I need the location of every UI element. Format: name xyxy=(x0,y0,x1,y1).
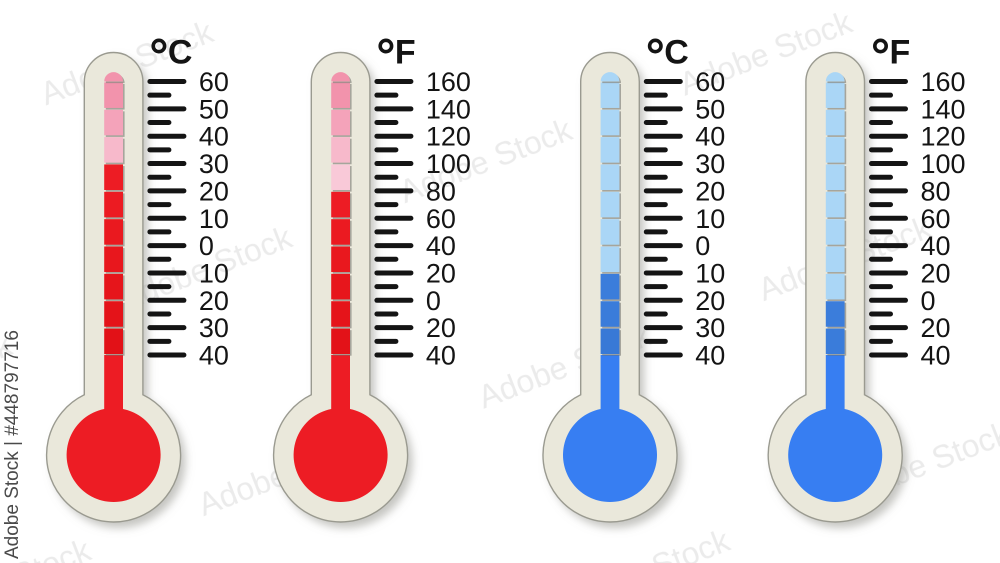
svg-text:30: 30 xyxy=(695,149,725,179)
svg-text:10: 10 xyxy=(695,258,725,288)
svg-text:100: 100 xyxy=(921,149,966,179)
svg-text:120: 120 xyxy=(426,122,471,152)
svg-text:40: 40 xyxy=(426,231,456,261)
svg-text:140: 140 xyxy=(921,94,966,124)
svg-text:20: 20 xyxy=(921,313,951,343)
svg-text:F: F xyxy=(890,34,911,72)
svg-text:40: 40 xyxy=(199,122,229,152)
svg-text:20: 20 xyxy=(695,286,725,316)
svg-text:10: 10 xyxy=(199,204,229,234)
svg-text:20: 20 xyxy=(199,176,229,206)
svg-text:C: C xyxy=(664,34,689,72)
svg-text:40: 40 xyxy=(695,341,725,371)
svg-text:40: 40 xyxy=(921,231,951,261)
svg-text:0: 0 xyxy=(426,286,441,316)
svg-text:160: 160 xyxy=(921,67,966,97)
svg-text:0: 0 xyxy=(199,231,214,261)
svg-text:Adobe Stock | #448797716: Adobe Stock | #448797716 xyxy=(2,330,23,559)
svg-text:20: 20 xyxy=(921,258,951,288)
svg-text:40: 40 xyxy=(199,341,229,371)
svg-text:50: 50 xyxy=(199,94,229,124)
svg-text:60: 60 xyxy=(199,67,229,97)
svg-text:30: 30 xyxy=(199,313,229,343)
svg-text:30: 30 xyxy=(695,313,725,343)
svg-text:30: 30 xyxy=(199,149,229,179)
svg-text:60: 60 xyxy=(921,204,951,234)
svg-text:50: 50 xyxy=(695,94,725,124)
svg-text:140: 140 xyxy=(426,94,471,124)
svg-text:40: 40 xyxy=(695,122,725,152)
svg-text:80: 80 xyxy=(426,176,456,206)
svg-text:40: 40 xyxy=(921,341,951,371)
svg-text:F: F xyxy=(395,34,416,72)
svg-text:20: 20 xyxy=(426,313,456,343)
svg-text:120: 120 xyxy=(921,122,966,152)
svg-text:0: 0 xyxy=(695,231,710,261)
svg-text:160: 160 xyxy=(426,67,471,97)
svg-text:10: 10 xyxy=(695,204,725,234)
svg-text:60: 60 xyxy=(695,67,725,97)
svg-text:60: 60 xyxy=(426,204,456,234)
svg-text:20: 20 xyxy=(199,286,229,316)
svg-text:20: 20 xyxy=(426,258,456,288)
svg-text:C: C xyxy=(168,34,193,72)
svg-text:100: 100 xyxy=(426,149,471,179)
svg-text:80: 80 xyxy=(921,176,951,206)
svg-text:0: 0 xyxy=(921,286,936,316)
svg-text:20: 20 xyxy=(695,176,725,206)
svg-text:10: 10 xyxy=(199,258,229,288)
svg-text:40: 40 xyxy=(426,341,456,371)
